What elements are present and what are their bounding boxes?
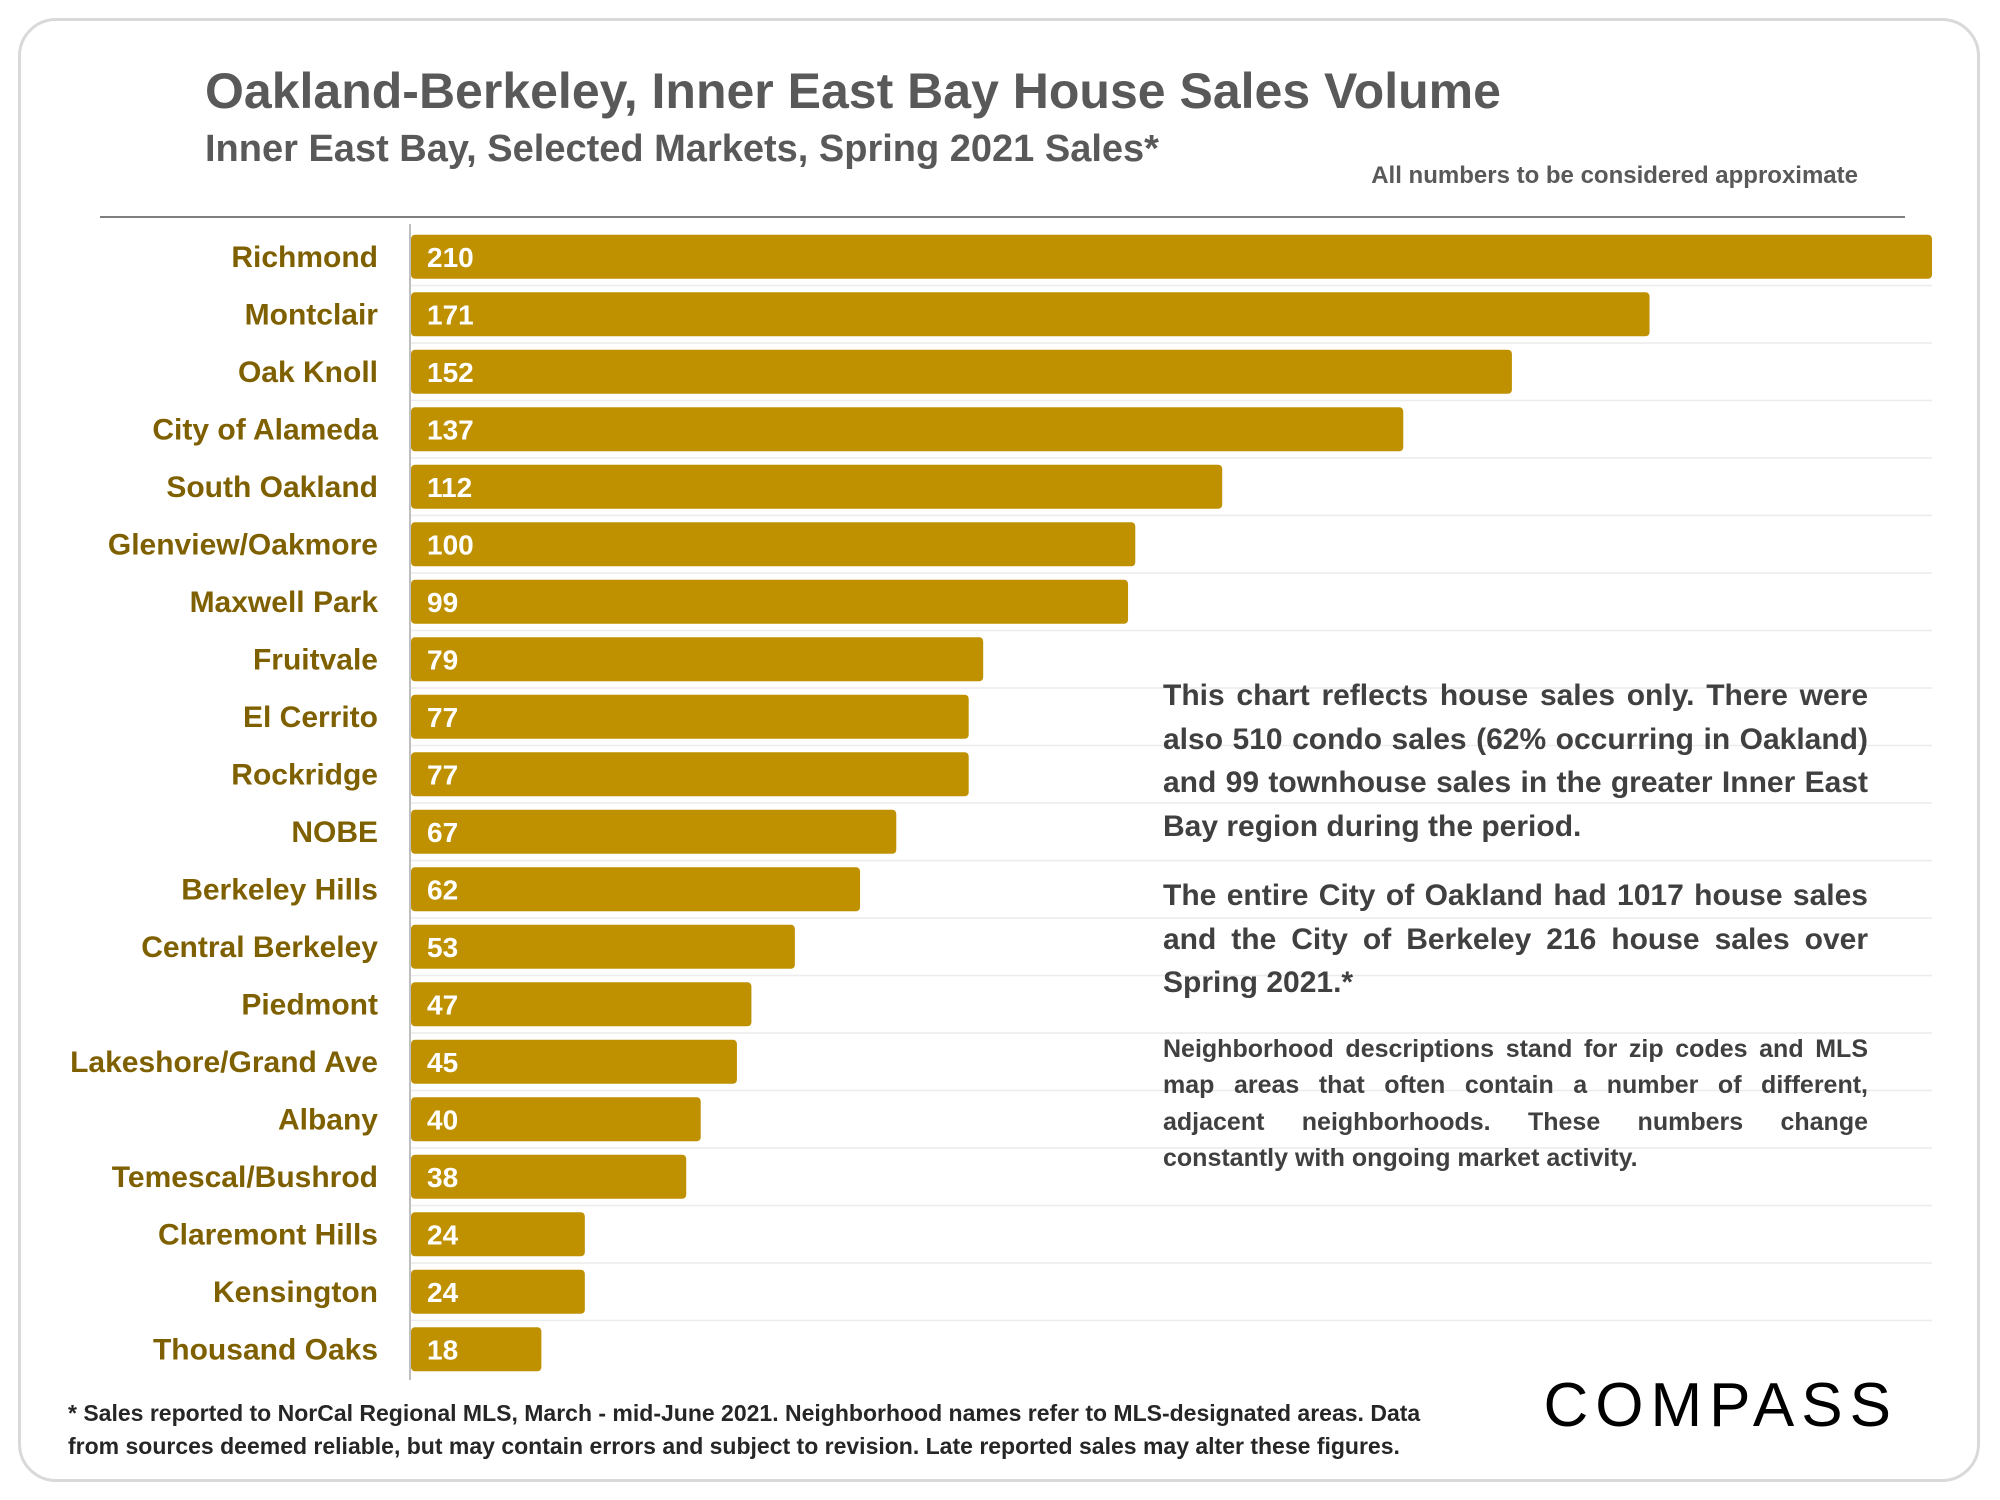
- category-label: Lakeshore/Grand Ave: [70, 1046, 378, 1079]
- category-label: NOBE: [291, 816, 378, 849]
- bar: [411, 292, 1650, 337]
- category-label: Berkeley Hills: [181, 873, 378, 906]
- bar: [411, 522, 1136, 567]
- category-label: Montclair: [245, 298, 379, 331]
- bar: [411, 809, 897, 854]
- bar: [411, 982, 752, 1027]
- category-label: Albany: [278, 1103, 378, 1136]
- data-label: 79: [427, 644, 458, 675]
- bar: [411, 234, 1932, 279]
- chart-subtitle: Inner East Bay, Selected Markets, Spring…: [205, 128, 1159, 170]
- chart-title: Oakland-Berkeley, Inner East Bay House S…: [205, 63, 1501, 119]
- category-label: Glenview/Oakmore: [108, 528, 378, 561]
- bar: [411, 1327, 542, 1372]
- bar: [411, 867, 861, 912]
- category-label: Oak Knoll: [238, 356, 378, 389]
- category-label: Maxwell Park: [190, 586, 379, 619]
- bar: [411, 1039, 737, 1084]
- footnote-line-2: from sources deemed reliable, but may co…: [68, 1433, 1400, 1459]
- category-label: Fruitvale: [253, 643, 378, 676]
- bar: [411, 407, 1404, 452]
- note-condo-townhouse: This chart reflects house sales only. Th…: [1163, 679, 1868, 843]
- category-label: Piedmont: [241, 988, 378, 1021]
- category-label: Central Berkeley: [141, 931, 378, 964]
- data-label: 171: [427, 299, 474, 330]
- footnote: * Sales reported to NorCal Regional MLS,…: [68, 1397, 1518, 1463]
- category-label: City of Alameda: [152, 413, 378, 446]
- bar: [411, 752, 969, 797]
- data-label: 40: [427, 1104, 458, 1135]
- data-label: 210: [427, 242, 474, 273]
- category-label: Temescal/Bushrod: [112, 1161, 378, 1194]
- data-label: 24: [427, 1277, 459, 1308]
- category-label: South Oakland: [166, 471, 378, 504]
- data-label: 112: [427, 472, 472, 503]
- data-label: 99: [427, 587, 458, 618]
- note-city-totals: The entire City of Oakland had 1017 hous…: [1163, 879, 1868, 999]
- bar: [411, 1097, 701, 1142]
- category-label: El Cerrito: [243, 701, 378, 734]
- data-label: 47: [427, 989, 458, 1020]
- bar: [411, 579, 1129, 624]
- category-label: Thousand Oaks: [153, 1333, 378, 1366]
- bar: [411, 637, 984, 682]
- chart-notes: This chart reflects house sales only. Th…: [1163, 674, 1868, 1177]
- bar: [411, 1212, 585, 1257]
- data-label: 24: [427, 1219, 459, 1250]
- data-label: 77: [427, 702, 458, 733]
- compass-logo: COMPASS: [1543, 1371, 1898, 1440]
- data-label: 152: [427, 357, 474, 388]
- data-label: 67: [427, 817, 458, 848]
- bar: [411, 694, 969, 739]
- footnote-line-1: * Sales reported to NorCal Regional MLS,…: [68, 1400, 1421, 1426]
- category-label: Claremont Hills: [158, 1218, 378, 1251]
- category-label: Rockridge: [231, 758, 378, 791]
- category-label: Kensington: [213, 1276, 378, 1309]
- data-label: 18: [427, 1334, 458, 1365]
- data-label: 38: [427, 1162, 458, 1193]
- data-label: 53: [427, 932, 458, 963]
- bar: [411, 1269, 585, 1314]
- data-label: 100: [427, 529, 474, 560]
- data-label: 137: [427, 414, 474, 445]
- bar: [411, 349, 1512, 394]
- data-label: 77: [427, 759, 458, 790]
- data-label: 62: [427, 874, 458, 905]
- bar: [411, 1154, 687, 1199]
- bar: [411, 464, 1223, 509]
- category-label: Richmond: [231, 241, 378, 274]
- bar: [411, 924, 795, 969]
- data-label: 45: [427, 1047, 458, 1078]
- approximation-note: All numbers to be considered approximate: [1371, 162, 1858, 189]
- note-neighborhood-definitions: Neighborhood descriptions stand for zip …: [1163, 1034, 1868, 1173]
- header-divider: [100, 216, 1905, 218]
